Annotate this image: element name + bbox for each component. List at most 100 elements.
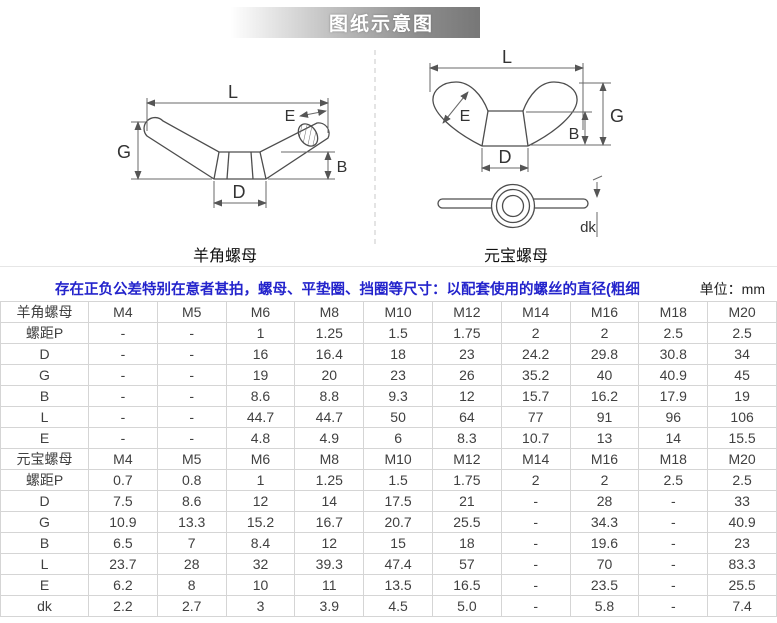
data-cell: -	[500, 532, 571, 554]
data-cell: 16.7	[294, 511, 365, 533]
data-cell: 6.2	[88, 574, 158, 596]
data-cell: M12	[431, 301, 502, 323]
data-cell: 34.3	[569, 511, 640, 533]
data-cell: 19.6	[569, 532, 640, 554]
data-cell: 14	[638, 427, 709, 449]
data-cell: 23	[363, 364, 433, 386]
table-row: D - -16 16.4 18 23 24.2 29.8 30.8 34	[0, 343, 777, 365]
row-label-cell: L	[0, 406, 89, 428]
data-cell: 40	[569, 364, 640, 386]
data-cell: 19	[707, 385, 777, 407]
data-cell: -	[156, 343, 227, 365]
data-cell: -	[638, 574, 709, 596]
data-cell: 33	[707, 490, 777, 512]
row-label-cell: E	[0, 427, 89, 449]
data-cell: 17.9	[638, 385, 709, 407]
data-cell: 13	[569, 427, 640, 449]
data-cell: 16	[225, 343, 296, 365]
data-cell: 35.2	[500, 364, 571, 386]
data-cell: 23.5	[569, 574, 640, 596]
data-cell: M14	[500, 448, 571, 470]
table-row: dk 2.2 2.7 3 3.9 4.5 5.0-5.8-7.4	[0, 595, 777, 617]
data-cell: 40.9	[707, 511, 777, 533]
dim-label-L2: L	[502, 47, 512, 67]
data-cell: 7.5	[88, 490, 158, 512]
table-row: D 7.5 8.6 12 14 17.5 21-28-33	[0, 490, 777, 512]
dim-label-G: G	[117, 142, 131, 162]
data-cell: 26	[431, 364, 502, 386]
right-figure-caption: 元宝螺母	[484, 247, 548, 265]
data-cell: 5.0	[431, 595, 502, 617]
data-cell: 18	[363, 343, 433, 365]
data-cell: 28	[156, 553, 227, 575]
data-cell: -	[88, 385, 158, 407]
tolerance-note: 存在正负公差特别在意者甚拍，螺母、平垫圈、挡圈等尺寸：以配套使用的螺丝的直径(粗…	[55, 282, 640, 298]
row-label-cell: B	[0, 532, 89, 554]
data-cell: 6	[363, 427, 433, 449]
data-cell: M6	[225, 301, 296, 323]
data-cell: 2.5	[638, 322, 709, 344]
data-cell: 3.9	[294, 595, 365, 617]
data-cell: 8.6	[225, 385, 296, 407]
data-cell: 34	[707, 343, 777, 365]
table-row: 螺距P 0.7 0.8 1 1.25 1.5 1.75 2 2 2.5 2.5	[0, 469, 777, 491]
table-row: L 23.7 28 32 39.3 47.4 57-70-83.3	[0, 553, 777, 575]
data-cell: 20	[294, 364, 365, 386]
data-cell: 15.2	[225, 511, 296, 533]
data-cell: M14	[500, 301, 571, 323]
row-label-cell: D	[0, 490, 89, 512]
data-cell: -	[88, 343, 158, 365]
table-row: 螺距P - -1 1.25 1.5 1.75 2 2 2.5 2.5	[0, 322, 777, 344]
row-label-cell: 螺距P	[0, 469, 89, 491]
table-row: L - -44.7 44.7 50 64 77 91 96 106	[0, 406, 777, 428]
data-cell: 2.5	[707, 469, 777, 491]
note-row: 存在正负公差特别在意者甚拍，螺母、平垫圈、挡圈等尺寸：以配套使用的螺丝的直径(粗…	[0, 276, 777, 301]
data-cell: 2.5	[707, 322, 777, 344]
data-cell: 1.25	[294, 469, 365, 491]
left-figure-dims	[131, 98, 335, 208]
data-cell: 23	[431, 343, 502, 365]
table-row: E - -4.8 4.9 6 8.3 10.7 13 14 15.5	[0, 427, 777, 449]
data-cell: M20	[707, 301, 777, 323]
title-banner: 图纸示意图	[230, 7, 480, 38]
data-cell: 44.7	[294, 406, 365, 428]
data-cell: -	[156, 385, 227, 407]
data-cell: 96	[638, 406, 709, 428]
data-cell: M16	[569, 301, 640, 323]
data-cell: 1.75	[431, 322, 502, 344]
data-cell: 2	[569, 469, 640, 491]
spec-table-body: 羊角螺母 M4 M5 M6 M8 M10 M12 M14 M16 M18 M20 螺距P - -1 1.25…	[0, 301, 777, 617]
data-cell: 12	[294, 532, 365, 554]
data-cell: M10	[363, 301, 433, 323]
thread-hatch-ellipse	[297, 123, 319, 147]
data-cell: 8.8	[294, 385, 365, 407]
data-cell: M18	[638, 448, 709, 470]
data-cell: -	[88, 427, 158, 449]
data-cell: 4.9	[294, 427, 365, 449]
data-cell: 14	[294, 490, 365, 512]
data-cell: M5	[156, 448, 227, 470]
data-cell: -	[156, 364, 227, 386]
dim-label-D2: D	[499, 147, 512, 167]
data-cell: 5.8	[569, 595, 640, 617]
data-cell: -	[156, 406, 227, 428]
data-cell: 18	[431, 532, 502, 554]
data-cell: 2	[500, 469, 571, 491]
data-cell: 16.4	[294, 343, 365, 365]
row-label-cell: 羊角螺母	[0, 301, 89, 323]
data-cell: 29.8	[569, 343, 640, 365]
dim-label-E2: E	[460, 108, 471, 125]
data-cell: 23.7	[88, 553, 158, 575]
data-cell: -	[638, 553, 709, 575]
data-cell: M4	[88, 301, 158, 323]
technical-drawings: L G E B D 羊角螺母	[117, 47, 624, 265]
data-cell: 15	[363, 532, 433, 554]
data-cell: 25.5	[431, 511, 502, 533]
data-cell: 6.5	[88, 532, 158, 554]
section-divider	[0, 266, 777, 267]
data-cell: 17.5	[363, 490, 433, 512]
data-cell: 15.5	[707, 427, 777, 449]
data-cell: 2.2	[88, 595, 158, 617]
row-label-cell: G	[0, 511, 89, 533]
data-cell: 40.9	[638, 364, 709, 386]
